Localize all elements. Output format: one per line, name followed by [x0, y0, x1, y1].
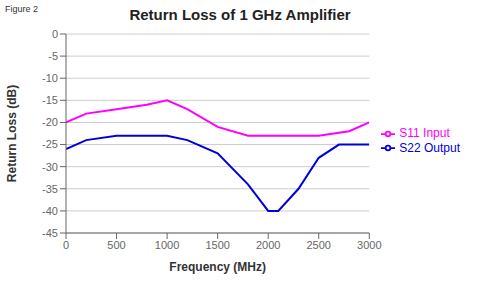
svg-text:-25: -25	[42, 138, 58, 150]
svg-text:0: 0	[52, 28, 58, 40]
svg-text:-5: -5	[48, 50, 58, 62]
svg-text:-40: -40	[42, 205, 58, 217]
svg-text:0: 0	[63, 239, 69, 251]
svg-text:-30: -30	[42, 161, 58, 173]
svg-text:-20: -20	[42, 116, 58, 128]
svg-text:Frequency (MHz): Frequency (MHz)	[169, 260, 266, 274]
svg-text:-35: -35	[42, 183, 58, 195]
html-text:S11 Input: S11 Input	[399, 125, 450, 140]
svg-text:3000: 3000	[357, 239, 381, 251]
svg-text:-10: -10	[42, 72, 58, 84]
svg-text:2500: 2500	[306, 239, 330, 251]
svg-text:-15: -15	[42, 94, 58, 106]
svg-text:1000: 1000	[155, 239, 179, 251]
svg-text:Return Loss (dB): Return Loss (dB)	[8, 85, 19, 182]
svg-text:500: 500	[107, 239, 125, 251]
html-text:S22 Output: S22 Output	[399, 140, 460, 155]
svg-text:1500: 1500	[205, 239, 229, 251]
svg-text:-45: -45	[42, 227, 58, 239]
html-text:Figure 2: Figure 2	[5, 4, 38, 14]
html-text:Return Loss of 1 GHz Amplifier: Return Loss of 1 GHz Amplifier	[129, 6, 351, 23]
svg-text:2000: 2000	[256, 239, 280, 251]
